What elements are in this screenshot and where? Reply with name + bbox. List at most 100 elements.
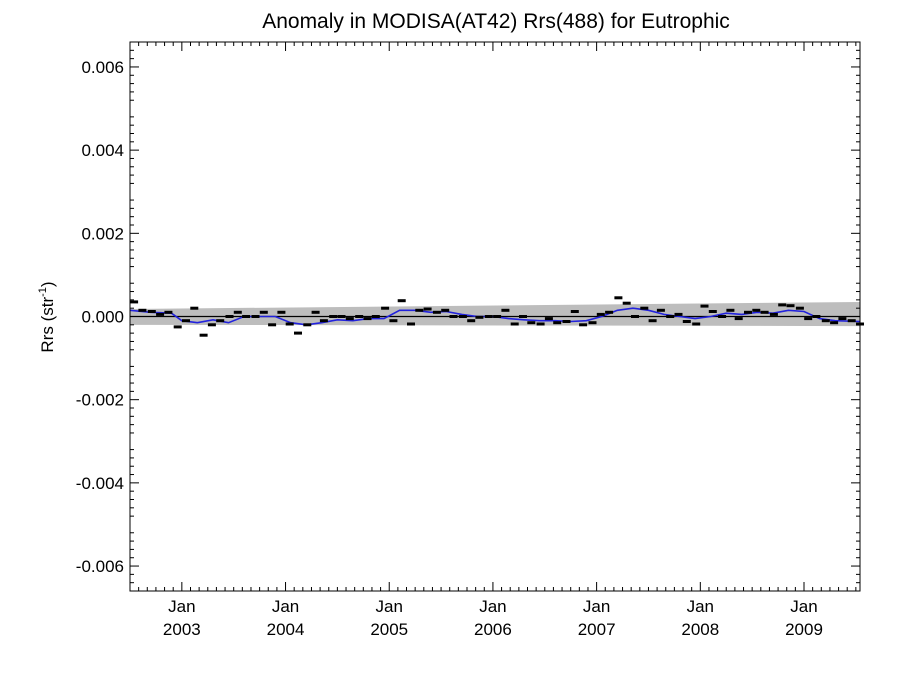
anomaly-point — [156, 312, 165, 316]
anomaly-point — [812, 315, 821, 318]
anomaly-point — [319, 319, 328, 323]
anomaly-point — [596, 312, 605, 316]
anomaly-point — [830, 321, 839, 325]
x-tick-label-month: Jan — [790, 597, 817, 616]
anomaly-point — [303, 323, 312, 327]
anomaly-point — [268, 323, 277, 327]
anomaly-point — [355, 315, 364, 318]
trend-band-area — [130, 301, 860, 327]
anomaly-point — [285, 322, 294, 326]
anomaly-point — [277, 310, 286, 314]
x-tick-label-year: 2007 — [578, 620, 616, 639]
anomaly-point — [769, 312, 778, 316]
anomaly-point — [389, 319, 398, 323]
anomaly-point — [553, 321, 562, 325]
anomaly-point — [536, 322, 545, 326]
anomaly-point — [337, 315, 346, 318]
anomaly-point — [484, 315, 493, 318]
anomaly-point — [760, 310, 769, 314]
x-tick-label-year: 2003 — [163, 620, 201, 639]
anomaly-point — [294, 331, 302, 335]
x-tick-label-year: 2008 — [681, 620, 719, 639]
anomaly-point — [199, 333, 208, 337]
anomaly-point — [631, 315, 639, 318]
anomaly-point — [674, 312, 683, 316]
anomaly-point — [397, 299, 406, 303]
anomaly-point — [233, 310, 242, 314]
anomaly-point — [207, 323, 216, 327]
anomaly-point — [423, 307, 432, 311]
x-tick-label-month: Jan — [687, 597, 714, 616]
anomaly-point — [225, 315, 234, 318]
y-tick-labels: 0.006 0.004 0.002 0.000 -0.002 -0.004 -0.006 — [76, 58, 124, 576]
y-tick-label: 0.002 — [81, 224, 124, 243]
anomaly-point — [726, 308, 735, 312]
x-tick-label-year: 2005 — [370, 620, 408, 639]
chart-title: Anomaly in MODISA(AT42) Rrs(488) for Eut… — [262, 10, 730, 33]
x-tick-label-month: Jan — [479, 597, 506, 616]
anomaly-point — [656, 308, 665, 312]
x-tick-label-year: 2006 — [474, 620, 512, 639]
y-axis-label-text: Rrs (str — [38, 297, 57, 353]
x-tick-label-year: 2004 — [267, 620, 305, 639]
anomaly-point — [164, 310, 173, 314]
anomaly-point — [415, 308, 424, 312]
anomaly-point — [605, 310, 614, 314]
anomaly-point — [821, 319, 830, 323]
anomaly-point — [381, 306, 390, 310]
anomaly-point — [588, 321, 597, 325]
x-tick-label-year: 2009 — [785, 620, 823, 639]
anomaly-point — [190, 306, 199, 310]
trend-band — [130, 301, 860, 327]
anomaly-points — [130, 296, 864, 337]
anomaly-point — [449, 315, 458, 318]
anomaly-point — [363, 317, 372, 321]
y-tick-label: 0.004 — [81, 141, 124, 160]
anomaly-point — [147, 310, 156, 313]
anomaly-point — [458, 315, 467, 318]
anomaly-point — [648, 319, 657, 323]
anomaly-point — [579, 323, 588, 327]
anomaly-point — [700, 304, 709, 308]
anomaly-point — [718, 315, 727, 318]
anomaly-point — [407, 322, 415, 326]
anomaly-point — [519, 315, 527, 318]
anomaly-point — [786, 304, 795, 308]
anomaly-point — [345, 317, 354, 321]
y-tick-label: -0.006 — [76, 557, 124, 576]
anomaly-point — [804, 317, 813, 321]
anomaly-point — [752, 308, 761, 312]
y-axis-label-superscript: -1 — [37, 287, 49, 297]
plot-frame — [129, 41, 861, 592]
anomaly-point — [371, 315, 380, 318]
x-tick-label-month: Jan — [168, 597, 195, 616]
anomaly-point — [216, 319, 225, 323]
anomaly-point — [329, 315, 338, 318]
x-tick-labels: Jan 2003 Jan 2004 Jan 2005 Jan 2006 Jan 2007 Jan 20… — [163, 597, 823, 639]
anomaly-point — [744, 310, 752, 314]
anomaly-point — [467, 319, 476, 323]
anomaly-point — [138, 308, 147, 312]
y-axis-label-suffix: ) — [38, 281, 57, 287]
anomaly-point — [130, 300, 139, 304]
anomaly-point — [778, 303, 787, 307]
anomaly-point — [501, 308, 510, 312]
anomaly-point — [259, 310, 268, 314]
y-tick-label: -0.002 — [76, 391, 124, 410]
anomaly-point — [432, 310, 441, 314]
anomaly-point — [562, 320, 571, 323]
anomaly-point — [173, 325, 182, 329]
anomaly-point — [734, 317, 743, 321]
anomaly-point — [182, 319, 190, 323]
x-tick-label-month: Jan — [583, 597, 610, 616]
x-tick-label-month: Jan — [376, 597, 403, 616]
anomaly-point — [666, 315, 675, 318]
anomaly-point — [795, 306, 804, 310]
anomaly-point — [622, 301, 631, 305]
anomaly-point — [242, 315, 251, 318]
anomaly-point — [570, 310, 579, 313]
anomaly-point — [614, 296, 623, 300]
anomaly-point — [682, 320, 691, 323]
anomaly-point — [510, 322, 519, 326]
